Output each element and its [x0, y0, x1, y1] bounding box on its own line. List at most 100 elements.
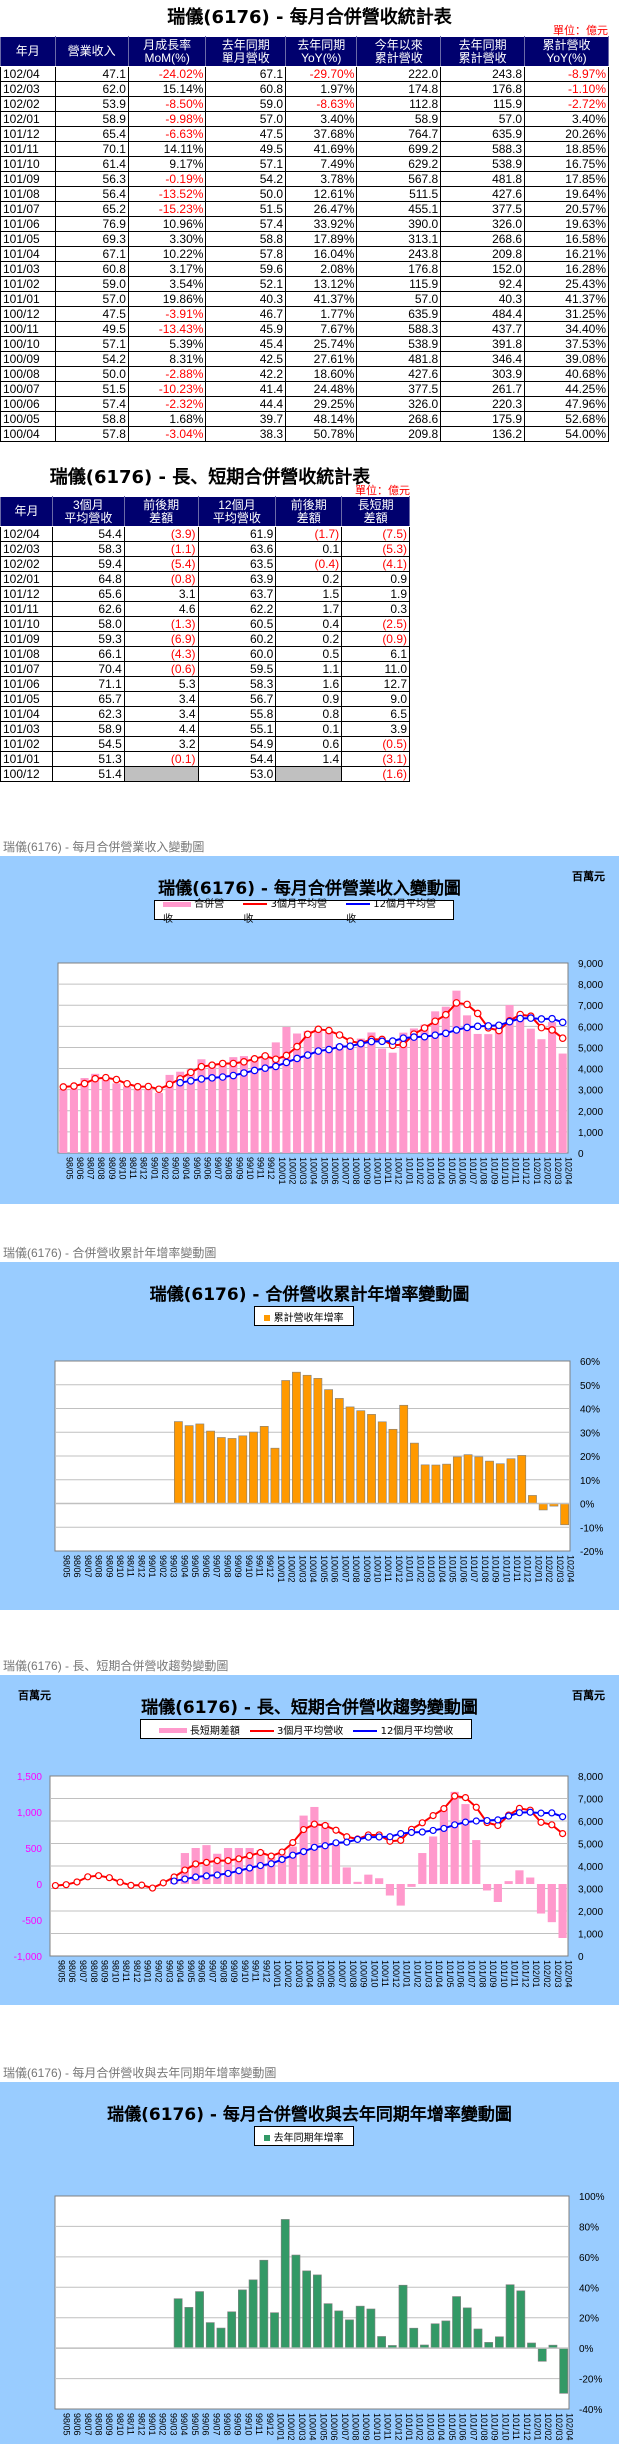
svg-text:101/01: 101/01	[402, 1960, 412, 1988]
table-cell: 20.57%	[524, 201, 609, 217]
table-cell: 54.4	[51, 526, 125, 542]
svg-text:98/05: 98/05	[64, 1157, 74, 1180]
table-row: 101/11 62.6 4.6 62.2 1.7 0.3	[0, 601, 410, 617]
table-cell: 57.1	[205, 156, 287, 172]
table-cell: 102/01	[0, 111, 56, 127]
svg-text:99/01: 99/01	[149, 1157, 159, 1180]
table-cell: 31.25%	[524, 306, 609, 322]
table-cell: 115.9	[440, 96, 526, 112]
column-header: 12個月 平均營收	[197, 496, 277, 527]
table-cell: (0.4)	[275, 556, 343, 572]
table-cell: 40.3	[440, 291, 526, 307]
table-cell: 0.8	[275, 706, 343, 722]
svg-text:99/12: 99/12	[261, 1960, 271, 1983]
table-cell: 635.9	[440, 126, 526, 142]
svg-text:1,000: 1,000	[578, 1128, 603, 1139]
table-cell: -2.72%	[524, 96, 609, 112]
table-cell: 3.30%	[127, 231, 207, 247]
svg-text:100/09: 100/09	[362, 1157, 372, 1185]
chart3-title: 瑞儀(6176) - 長、短期合併營收趨勢變動圖	[141, 1698, 478, 1718]
table-cell: 4.6	[123, 601, 199, 617]
table-cell: 481.8	[440, 171, 526, 187]
svg-text:99/06: 99/06	[201, 2413, 211, 2436]
svg-text:6,000: 6,000	[578, 1817, 603, 1828]
long-short-revenue-table: 年月 3個月 平均營收 前後期 差額 12個月 平均營收 前後期 差額 長短期 差額 102/04 54…	[0, 496, 410, 782]
table-cell: 16.28%	[524, 261, 609, 277]
svg-text:101/03: 101/03	[425, 2413, 435, 2441]
svg-text:50%: 50%	[580, 1381, 600, 1392]
column-header: 營業收入	[54, 36, 129, 67]
svg-text:99/11: 99/11	[254, 2413, 264, 2435]
table-cell: 57.4	[54, 396, 129, 412]
svg-text:101/11: 101/11	[511, 2413, 521, 2440]
svg-text:500: 500	[25, 1844, 42, 1855]
chart4-plot: -40%-20%0%20%40%60%80%100%98/05 98/06 98/0…	[54, 2192, 605, 2441]
table-cell: 102/02	[0, 96, 56, 112]
svg-text:102/03: 102/03	[553, 1960, 563, 1988]
svg-text:101/07: 101/07	[466, 1960, 476, 1988]
table-cell: 58.9	[51, 721, 125, 737]
svg-text:100/11: 100/11	[383, 1555, 393, 1582]
table-row: 102/01 58.9 -9.98% 57.0 3.40% 58.9 57.0 3.40%	[0, 111, 609, 127]
svg-text:7,000: 7,000	[578, 1001, 603, 1012]
table-cell: 55.8	[197, 706, 277, 722]
svg-text:100/03: 100/03	[297, 2413, 307, 2441]
svg-text:99/06: 99/06	[197, 1960, 207, 1983]
svg-text:0%: 0%	[579, 2344, 594, 2355]
table-cell: 57.4	[205, 216, 287, 232]
svg-text:100/02: 100/02	[283, 1960, 293, 1988]
table-cell: 63.9	[197, 571, 277, 587]
table-cell: 18.60%	[285, 366, 358, 382]
svg-text:100/11: 100/11	[380, 1960, 390, 1987]
table-cell: 51.5	[54, 381, 129, 397]
svg-text:101/12: 101/12	[522, 2413, 532, 2441]
svg-text:100/10: 100/10	[369, 1960, 379, 1988]
table-cell: 222.0	[356, 66, 442, 82]
table-cell: 3.4	[123, 691, 199, 707]
table-cell: 63.7	[197, 586, 277, 602]
table-cell: 59.0	[205, 96, 287, 112]
svg-text:99/12: 99/12	[265, 1555, 275, 1578]
table-cell: 764.7	[356, 126, 442, 142]
svg-text:99/12: 99/12	[266, 1157, 276, 1180]
table-cell: 27.61%	[285, 351, 358, 367]
svg-text:9,000: 9,000	[578, 959, 603, 970]
table-cell: 17.85%	[524, 171, 609, 187]
table-row: 101/02 54.5 3.2 54.9 0.6 (0.5)	[0, 736, 410, 752]
table-cell: 1.77%	[285, 306, 358, 322]
table-cell: 56.3	[54, 171, 129, 187]
svg-text:100/04: 100/04	[308, 1555, 318, 1583]
table-cell: 59.6	[205, 261, 287, 277]
table-cell: 101/06	[0, 676, 53, 692]
table-cell: 12.7	[341, 676, 410, 692]
table-cell: 37.53%	[524, 336, 609, 352]
table-cell: 63.5	[197, 556, 277, 572]
svg-text:98/06: 98/06	[72, 1555, 82, 1578]
blue-line-marker-icon	[353, 1729, 378, 1732]
svg-text:101/12: 101/12	[523, 1555, 533, 1583]
table-cell: 58.8	[54, 411, 129, 427]
table-cell: 0.1	[275, 721, 343, 737]
table-row: 101/06 76.9 10.96% 57.4 33.92% 390.0 326.0 19.6…	[0, 216, 609, 232]
table-cell: 175.9	[440, 411, 526, 427]
table2-unit: 單位：億元	[355, 484, 410, 497]
table-cell: 100/12	[0, 766, 53, 782]
svg-text:101/08: 101/08	[479, 1157, 489, 1185]
table-cell: 3.1	[123, 586, 199, 602]
chart4-title: 瑞儀(6176) - 每月合併營收與去年同期年增率變動圖	[107, 2105, 512, 2125]
svg-text:100/03: 100/03	[297, 1555, 307, 1583]
svg-text:101/07: 101/07	[468, 1157, 478, 1185]
svg-text:2,000: 2,000	[578, 1907, 603, 1918]
table-cell: 20.26%	[524, 126, 609, 142]
svg-text:101/09: 101/09	[491, 1555, 501, 1583]
table-cell: 427.6	[440, 186, 526, 202]
table-cell: 54.4	[197, 751, 277, 767]
legend-item-diff: 長短期差額	[158, 1722, 240, 1737]
svg-text:100/11: 100/11	[383, 2413, 393, 2440]
table-cell: 0.9	[275, 691, 343, 707]
table-cell: 326.0	[356, 396, 442, 412]
svg-text:99/02: 99/02	[158, 1555, 168, 1578]
svg-text:101/10: 101/10	[499, 1960, 509, 1988]
svg-text:98/10: 98/10	[115, 1555, 125, 1578]
table-cell: 12.61%	[285, 186, 358, 202]
